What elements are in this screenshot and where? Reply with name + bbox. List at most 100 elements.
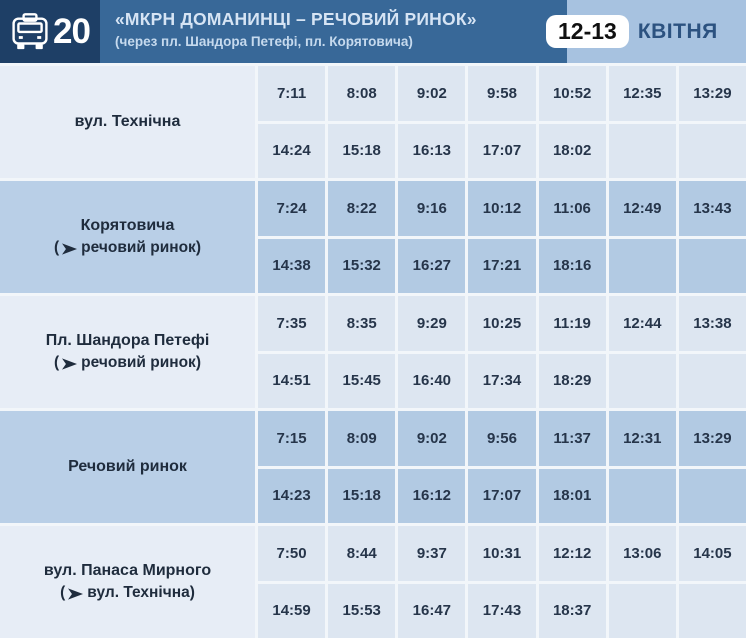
time-cell: 14:38 [258, 238, 326, 293]
time-cell: 12:31 [608, 411, 676, 466]
time-cell-empty [608, 468, 676, 523]
route-number: 20 [53, 12, 91, 51]
route-title: «МКРН ДОМАНИНЦІ – РЕЧОВИЙ РИНОК» [115, 9, 477, 29]
time-cell: 17:34 [468, 353, 536, 408]
stop-name-cell: Речовий ринок [0, 411, 255, 523]
time-cell-empty [678, 123, 746, 178]
time-cell: 13:38 [678, 296, 746, 351]
arrowhead-right-icon [68, 587, 84, 600]
date-panel: 12-13 КВІТНЯ [546, 0, 746, 63]
timetable: вул. Технічна 7:11 8:08 9:02 9:58 10:52 12:35… [0, 63, 746, 638]
date-days-badge: 12-13 [546, 14, 629, 49]
direction-open-paren: ( [54, 239, 60, 256]
stop-name: вул. Панаса Мирного [43, 562, 212, 579]
time-cell: 16:13 [398, 123, 466, 178]
time-cell-empty [678, 353, 746, 408]
time-cell: 18:29 [538, 353, 606, 408]
time-cell: 14:59 [258, 583, 326, 638]
time-cell: 16:40 [398, 353, 466, 408]
time-cell: 8:09 [328, 411, 396, 466]
time-cell: 16:27 [398, 238, 466, 293]
time-cell: 9:02 [398, 66, 466, 121]
time-cell: 13:29 [678, 66, 746, 121]
time-cell: 18:01 [538, 468, 606, 523]
time-cell: 18:37 [538, 583, 606, 638]
direction-text: речовий ринок) [81, 354, 201, 371]
time-cell: 13:29 [678, 411, 746, 466]
time-cell: 10:52 [538, 66, 606, 121]
time-cell: 12:35 [608, 66, 676, 121]
stop-direction: ( вул. Технічна) [60, 584, 195, 602]
time-cell: 17:43 [468, 583, 536, 638]
direction-text: речовий ринок) [81, 239, 201, 256]
time-cell: 18:16 [538, 238, 606, 293]
time-cell: 17:07 [468, 468, 536, 523]
stop-name-cell: Корятовича ( речовий ринок) [0, 181, 255, 293]
time-cell: 9:37 [398, 526, 466, 581]
time-cell: 15:18 [328, 468, 396, 523]
stop-name-cell: вул. Технічна [0, 66, 255, 178]
stop-name-cell: вул. Панаса Мирного ( вул. Технічна) [0, 526, 255, 638]
time-cell: 14:51 [258, 353, 326, 408]
time-cell: 13:06 [608, 526, 676, 581]
stop-name: Речовий ринок [68, 458, 187, 475]
route-subtitle: (через пл. Шандора Петефі, пл. Корятович… [115, 34, 413, 49]
time-cell: 17:07 [468, 123, 536, 178]
route-info: «МКРН ДОМАНИНЦІ – РЕЧОВИЙ РИНОК» (через … [100, 0, 567, 63]
time-cell: 14:05 [678, 526, 746, 581]
time-cell: 8:22 [328, 181, 396, 236]
timetable-row-group: вул. Панаса Мирного ( вул. Технічна) 7:50… [0, 526, 746, 638]
time-cell: 16:47 [398, 583, 466, 638]
stop-name: вул. Технічна [74, 113, 181, 130]
direction-open-paren: ( [54, 354, 60, 371]
time-cell-empty [608, 238, 676, 293]
direction-text: вул. Технічна) [87, 584, 195, 601]
time-cell: 7:24 [258, 181, 326, 236]
time-cell: 15:53 [328, 583, 396, 638]
time-cell-empty [678, 238, 746, 293]
time-cell-empty [678, 468, 746, 523]
time-cell: 17:21 [468, 238, 536, 293]
time-cell: 9:16 [398, 181, 466, 236]
time-cell: 10:31 [468, 526, 536, 581]
stop-name-cell: Пл. Шандора Петефі ( речовий ринок) [0, 296, 255, 408]
time-cell: 8:35 [328, 296, 396, 351]
timetable-row-group: Речовий ринок 7:15 8:09 9:02 9:56 11:37 12:31… [0, 411, 746, 523]
stop-direction: ( речовий ринок) [54, 239, 201, 257]
time-cell-empty [608, 583, 676, 638]
time-cell: 7:35 [258, 296, 326, 351]
stop-name: Пл. Шандора Петефі [45, 332, 210, 349]
direction-open-paren: ( [60, 584, 66, 601]
timetable-row-group: Пл. Шандора Петефі ( речовий ринок) 7:35 8… [0, 296, 746, 408]
date-month-label: КВІТНЯ [637, 19, 718, 43]
time-cell: 7:50 [258, 526, 326, 581]
time-cell: 9:29 [398, 296, 466, 351]
route-badge: 20 [0, 0, 100, 63]
time-cell: 14:24 [258, 123, 326, 178]
time-cell: 11:19 [538, 296, 606, 351]
time-cell: 15:45 [328, 353, 396, 408]
time-cell: 9:56 [468, 411, 536, 466]
time-cell-empty [678, 583, 746, 638]
time-cell-empty [608, 123, 676, 178]
time-cell-empty [608, 353, 676, 408]
time-cell: 12:49 [608, 181, 676, 236]
stop-name: Корятовича [80, 217, 175, 234]
time-cell: 11:37 [538, 411, 606, 466]
arrowhead-right-icon [62, 357, 78, 370]
time-cell: 9:02 [398, 411, 466, 466]
time-cell: 10:12 [468, 181, 536, 236]
time-cell: 14:23 [258, 468, 326, 523]
time-cell: 16:12 [398, 468, 466, 523]
header: 20 «МКРН ДОМАНИНЦІ – РЕЧОВИЙ РИНОК» (чер… [0, 0, 746, 63]
time-cell: 15:32 [328, 238, 396, 293]
time-cell: 7:11 [258, 66, 326, 121]
time-cell: 12:12 [538, 526, 606, 581]
time-cell: 15:18 [328, 123, 396, 178]
time-cell: 13:43 [678, 181, 746, 236]
time-cell: 8:08 [328, 66, 396, 121]
time-cell: 7:15 [258, 411, 326, 466]
stop-direction: ( речовий ринок) [54, 354, 201, 372]
time-cell: 11:06 [538, 181, 606, 236]
